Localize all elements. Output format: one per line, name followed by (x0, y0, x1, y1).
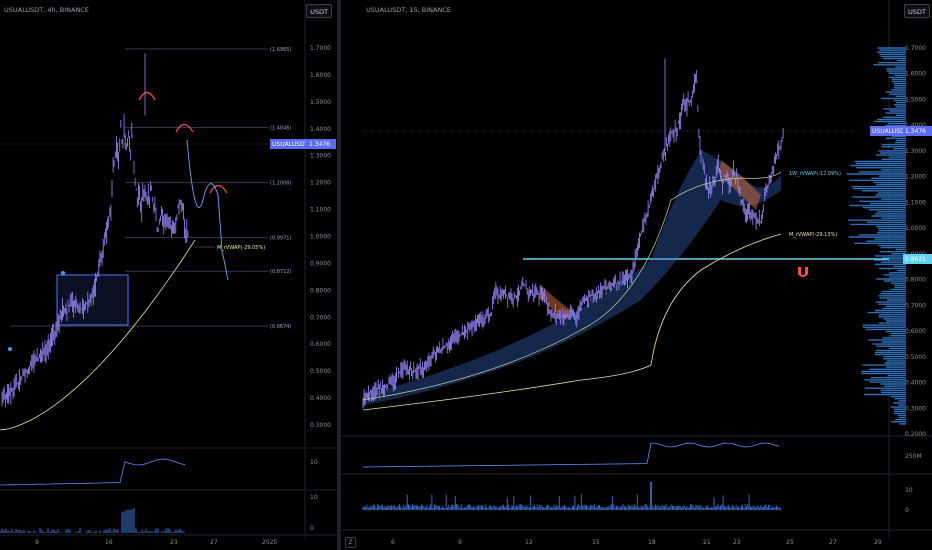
right-level-tag-bg (903, 254, 932, 264)
left-fib-label: (1.6965) (270, 47, 291, 53)
right-symbol-title: USUALUSDT, 15, BINANCE (366, 6, 451, 14)
right-price-tag-value-bg (903, 126, 932, 136)
left-currency-button[interactable]: USDT (306, 4, 332, 18)
right-price-tag-symbol-bg (870, 126, 906, 136)
right-date-tick: 12 (525, 539, 533, 546)
left-fib-label: (0.6674) (270, 324, 291, 330)
right-price-tick: 0.4000 (905, 380, 926, 387)
right-ribbon-band (363, 150, 781, 405)
panel-divider[interactable] (337, 0, 341, 550)
left-price-tag-value-bg (306, 139, 336, 149)
left-volume-tick: 10 (310, 494, 318, 501)
left-fib-label: (0.8712) (270, 269, 291, 275)
right-currency-button[interactable]: USDT (904, 4, 930, 18)
right-m-vwap-line (362, 233, 782, 411)
left-chart-panel[interactable]: USUALUSDT, 4h, BINANCE USDT 1.7000 1.6000… (0, 0, 337, 550)
right-1w-vwap-label: 1W_rVWAP(-12.09%) (789, 171, 841, 177)
left-indicator-line (0, 458, 186, 486)
magnet-icon[interactable] (798, 267, 808, 277)
right-m-vwap-label: M_rVWAP(-29.13%) (789, 232, 837, 238)
right-ribbon-bear-zone (719, 160, 761, 210)
right-date-tick: 23 (733, 539, 741, 546)
left-price-tag-value: 1.3476 (309, 141, 330, 148)
right-price-tick: 1.4000 (905, 122, 926, 129)
right-price-tick: 1.3000 (905, 148, 926, 155)
left-price-tick: 0.9000 (310, 260, 331, 267)
left-price-tick: 1.7000 (310, 45, 331, 52)
timezone-icon[interactable]: Z (345, 537, 356, 548)
left-symbol-title: USUALUSDT, 4h, BINANCE (4, 6, 89, 14)
right-date-tick: 9 (458, 539, 462, 546)
right-volume-tick: 10 (905, 487, 913, 494)
right-price-tick: 1.1000 (905, 199, 926, 206)
left-price-tick: 0.3000 (310, 422, 331, 429)
left-price-tick: 0.4000 (310, 395, 331, 402)
left-fib-label: (1.2008) (270, 180, 291, 186)
left-price-tick: 1.0000 (310, 234, 331, 241)
right-chart-panel[interactable]: USUALUSDT, 15, BINANCE USDT 1.7000 1.6000… (341, 0, 932, 550)
left-vwap-label: M_rVWAP(-29.05%) (217, 245, 265, 251)
right-price-tick: 1.0000 (905, 225, 926, 232)
right-date-tick: 25 (786, 539, 794, 546)
magnet-shape (798, 267, 808, 277)
left-projection-path (186, 139, 229, 281)
left-price-tick: 1.4000 (310, 126, 331, 133)
right-date-tick: 21 (703, 539, 711, 546)
left-price-tick: 1.6000 (310, 72, 331, 79)
left-price-tag-symbol-bg (270, 139, 306, 149)
right-price-tick: 1.6000 (905, 71, 926, 78)
right-date-tick: 27 (829, 539, 837, 546)
right-1w-vwap-line (362, 171, 782, 401)
right-price-tag-symbol: USUALUSDT (872, 128, 909, 135)
left-date-tick: 16 (105, 539, 113, 546)
right-price-tick: 0.2000 (905, 431, 926, 438)
right-price-tick: 1.7000 (905, 45, 926, 52)
right-date-tick: 6 (391, 539, 395, 546)
left-price-tick: 0.7000 (310, 314, 331, 321)
left-indicator-tick: 10 (310, 459, 318, 466)
left-head-arc (175, 123, 194, 133)
left-price-tick: 1.1000 (310, 207, 331, 214)
right-price-tick: 0.3000 (905, 405, 926, 412)
right-date-tick: 18 (648, 539, 656, 546)
left-shoulder-arc (138, 91, 156, 101)
left-shoulder-arc-2 (209, 184, 228, 194)
left-fib-label: (0.9971) (270, 235, 291, 241)
left-date-tick: 2025 (262, 539, 277, 546)
right-price-tick: 0.8000 (905, 277, 926, 284)
left-range-box (56, 274, 129, 326)
right-price-tick: 0.5000 (905, 354, 926, 361)
left-signal-dot (61, 271, 65, 275)
right-indicator-line (362, 442, 780, 468)
left-price-tick: 1.2000 (310, 180, 331, 187)
left-date-tick: 9 (35, 539, 39, 546)
right-indicator-tick: 250M (905, 453, 922, 460)
left-price-tick: 0.6000 (310, 341, 331, 348)
left-date-tick: 23 (170, 539, 178, 546)
left-price-tick: 1.5000 (310, 99, 331, 106)
right-price-tick: 1.5000 (905, 96, 926, 103)
left-price-tag-symbol: USUALUSDT (272, 141, 309, 148)
right-date-tick: 29 (874, 539, 882, 546)
left-chart-canvas[interactable]: 1.7000 1.6000 1.5000 1.4000 1.3000 1.2000 1.10… (0, 0, 337, 550)
left-price-tick: 1.3000 (310, 153, 331, 160)
left-fib-label: (1.4046) (270, 126, 291, 132)
left-vwap-line (0, 239, 196, 431)
left-price-tick: 0.5000 (310, 368, 331, 375)
right-price-tag-value: 1.3476 (905, 128, 926, 135)
right-price-tick: 1.2000 (905, 174, 926, 181)
right-price-tick: 0.7000 (905, 302, 926, 309)
right-date-tick: 15 (592, 539, 600, 546)
right-level-tag: 0.8621 (905, 256, 926, 263)
right-volume-tick: 0 (905, 507, 909, 514)
left-signal-dot (8, 347, 12, 351)
right-chart-canvas[interactable]: 1.7000 1.6000 1.5000 1.4000 1.3000 1.2000 1.10… (341, 0, 932, 550)
left-volume-tick: 0 (310, 525, 314, 532)
left-date-tick: 27 (210, 539, 218, 546)
right-price-tick: 0.6000 (905, 328, 926, 335)
left-price-tick: 0.8000 (310, 287, 331, 294)
